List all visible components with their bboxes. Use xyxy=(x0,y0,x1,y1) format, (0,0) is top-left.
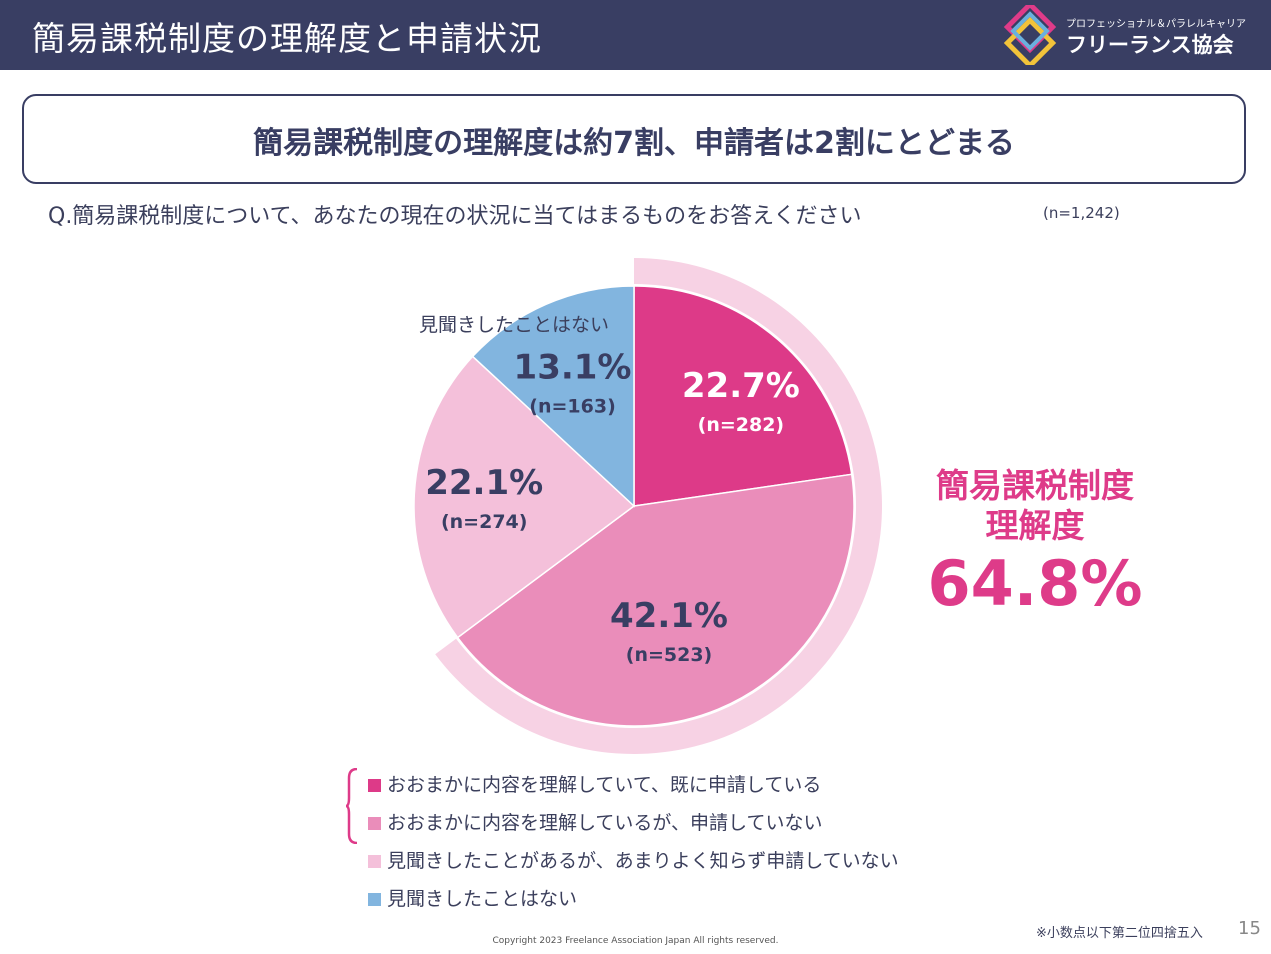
legend-label: おおまかに内容を理解しているが、申請していない xyxy=(387,812,823,834)
legend-swatch xyxy=(368,855,381,868)
sample-size: (n=1,242) xyxy=(1043,204,1120,222)
pie-slice xyxy=(633,285,853,507)
survey-question: Q.簡易課税制度について、あなたの現在の状況に当てはまるものをお答えください xyxy=(48,204,862,229)
pie-slice xyxy=(471,285,635,508)
logo-tagline: プロフェッショナル＆パラレルキャリア xyxy=(1066,19,1246,30)
slice-percent-label: 22.1% xyxy=(425,463,543,503)
slice-count-label: (n=523) xyxy=(626,644,712,666)
headline: 簡易課税制度の理解度は約7割、申請者は2割にとどまる xyxy=(253,126,1015,161)
page-title: 簡易課税制度の理解度と申請状況 xyxy=(32,19,542,58)
slice-count-label: (n=274) xyxy=(441,511,527,533)
legend-swatch xyxy=(368,817,381,830)
callout-value: 64.8% xyxy=(927,547,1143,620)
legend-item: 見聞きしたことはない xyxy=(368,884,577,911)
header-bar: 簡易課税制度の理解度と申請状況 プロフェッショナル＆パラレルキャリア フリーラン… xyxy=(0,0,1271,70)
slice-percent-label: 42.1% xyxy=(610,596,728,636)
legend-bracket xyxy=(346,768,358,844)
headline-box: 簡易課税制度の理解度は約7割、申請者は2割にとどまる xyxy=(22,94,1246,184)
pie-slice xyxy=(413,355,636,639)
slice-outer-label: 見聞きしたことはない xyxy=(419,314,609,336)
legend-swatch xyxy=(368,779,381,792)
logo-mark-icon xyxy=(1003,5,1057,65)
legend-swatch xyxy=(368,893,381,906)
slice-percent-label: 22.7% xyxy=(682,366,800,406)
copyright: Copyright 2023 Freelance Association Jap… xyxy=(492,936,779,946)
logo-name: フリーランス協会 xyxy=(1066,33,1234,57)
slice-percent-label: 13.1% xyxy=(514,347,632,387)
legend-item: おおまかに内容を理解していて、既に申請している xyxy=(368,770,821,797)
footnote: ※小数点以下第二位四捨五入 xyxy=(1036,926,1203,941)
logo: プロフェッショナル＆パラレルキャリア フリーランス協会 xyxy=(1000,5,1260,65)
slice-count-label: (n=282) xyxy=(698,414,784,436)
pie-slice xyxy=(456,473,855,727)
slice-count-label: (n=163) xyxy=(529,395,615,417)
understanding-callout: 簡易課税制度 理解度 64.8% xyxy=(900,466,1170,622)
legend-label: おおまかに内容を理解していて、既に申請している xyxy=(387,774,822,796)
legend-label: 見聞きしたことはない xyxy=(387,888,578,910)
callout-line1: 簡易課税制度 xyxy=(936,466,1134,505)
callout-line2: 理解度 xyxy=(985,506,1085,545)
legend-item: おおまかに内容を理解しているが、申請していない xyxy=(368,808,822,835)
page-number: 15 xyxy=(1238,918,1261,939)
legend-label: 見聞きしたことがあるが、あまりよく知らず申請していない xyxy=(387,850,899,872)
legend-item: 見聞きしたことがあるが、あまりよく知らず申請していない xyxy=(368,846,899,873)
